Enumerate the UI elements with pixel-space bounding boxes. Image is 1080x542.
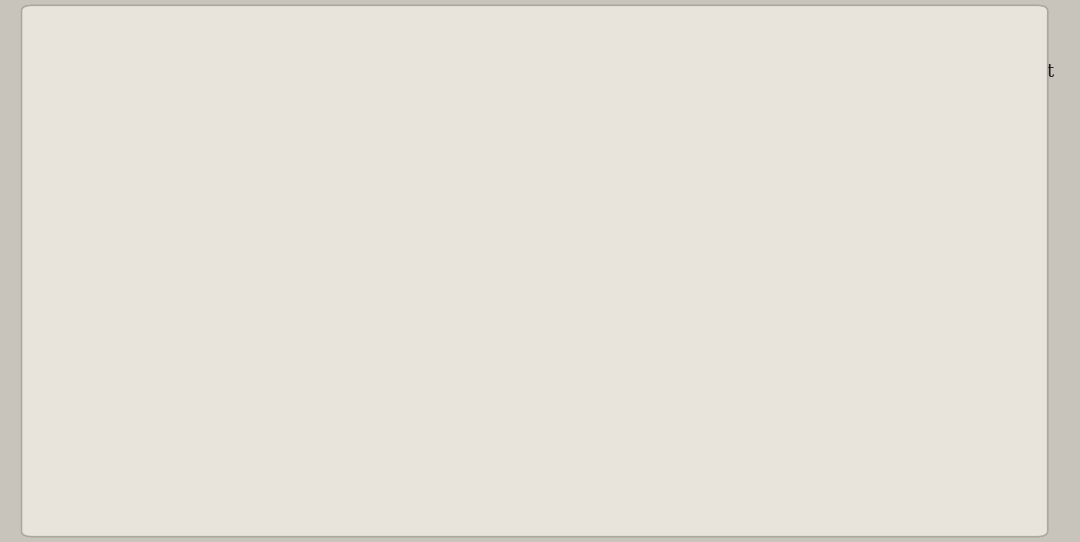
Text: R: R: [545, 287, 556, 305]
Text: The voltage V (volts), current I (amperes), and resistance R (ohms) of an electr: The voltage V (volts), current I (ampere…: [283, 27, 1027, 46]
Text: c. What equation relates dR/dt  to  dV/dt and dI/dt?: c. What equation relates dR/dt to dV/dt …: [59, 382, 528, 399]
Text: $= 1$: $= 1$: [747, 99, 781, 117]
Text: $\frac{dI}{dt}$: $\frac{dI}{dt}$: [59, 150, 84, 195]
Text: d. Find the rate at which R is changing when V= 12 volts and I= 2 amp. Is R incr: d. Find the rate at which R is changing …: [59, 436, 1010, 454]
Text: −: −: [584, 130, 599, 148]
Text: the rate of 1/3 amp/sec. Let t denote time in seconds.: the rate of 1/3 amp/sec. Let t denote ti…: [59, 99, 549, 117]
Text: circuit like the one shown here. Suppose that V is increasing at the rate of 1 v: circuit like the one shown here. Suppose…: [59, 63, 1054, 81]
Text: V: V: [545, 116, 556, 131]
Text: ✿: ✿: [536, 198, 555, 218]
Text: +: +: [503, 129, 516, 144]
Text: $= -\frac{1}{3}$: $= -\frac{1}{3}$: [153, 146, 235, 189]
Text: b. What is the value of dI/dt ?: b. What is the value of dI/dt ?: [59, 327, 329, 345]
Text: B.) Changing voltage:: B.) Changing voltage:: [59, 27, 280, 46]
FancyBboxPatch shape: [471, 144, 631, 279]
Text: a. What is the value of dV/dt ?: a. What is the value of dV/dt ?: [59, 273, 335, 291]
Text: $\frac{dV}{dt}$: $\frac{dV}{dt}$: [680, 106, 702, 141]
Text: (25 marks): (25 marks): [486, 99, 585, 117]
FancyBboxPatch shape: [22, 5, 1048, 537]
FancyBboxPatch shape: [505, 173, 596, 251]
